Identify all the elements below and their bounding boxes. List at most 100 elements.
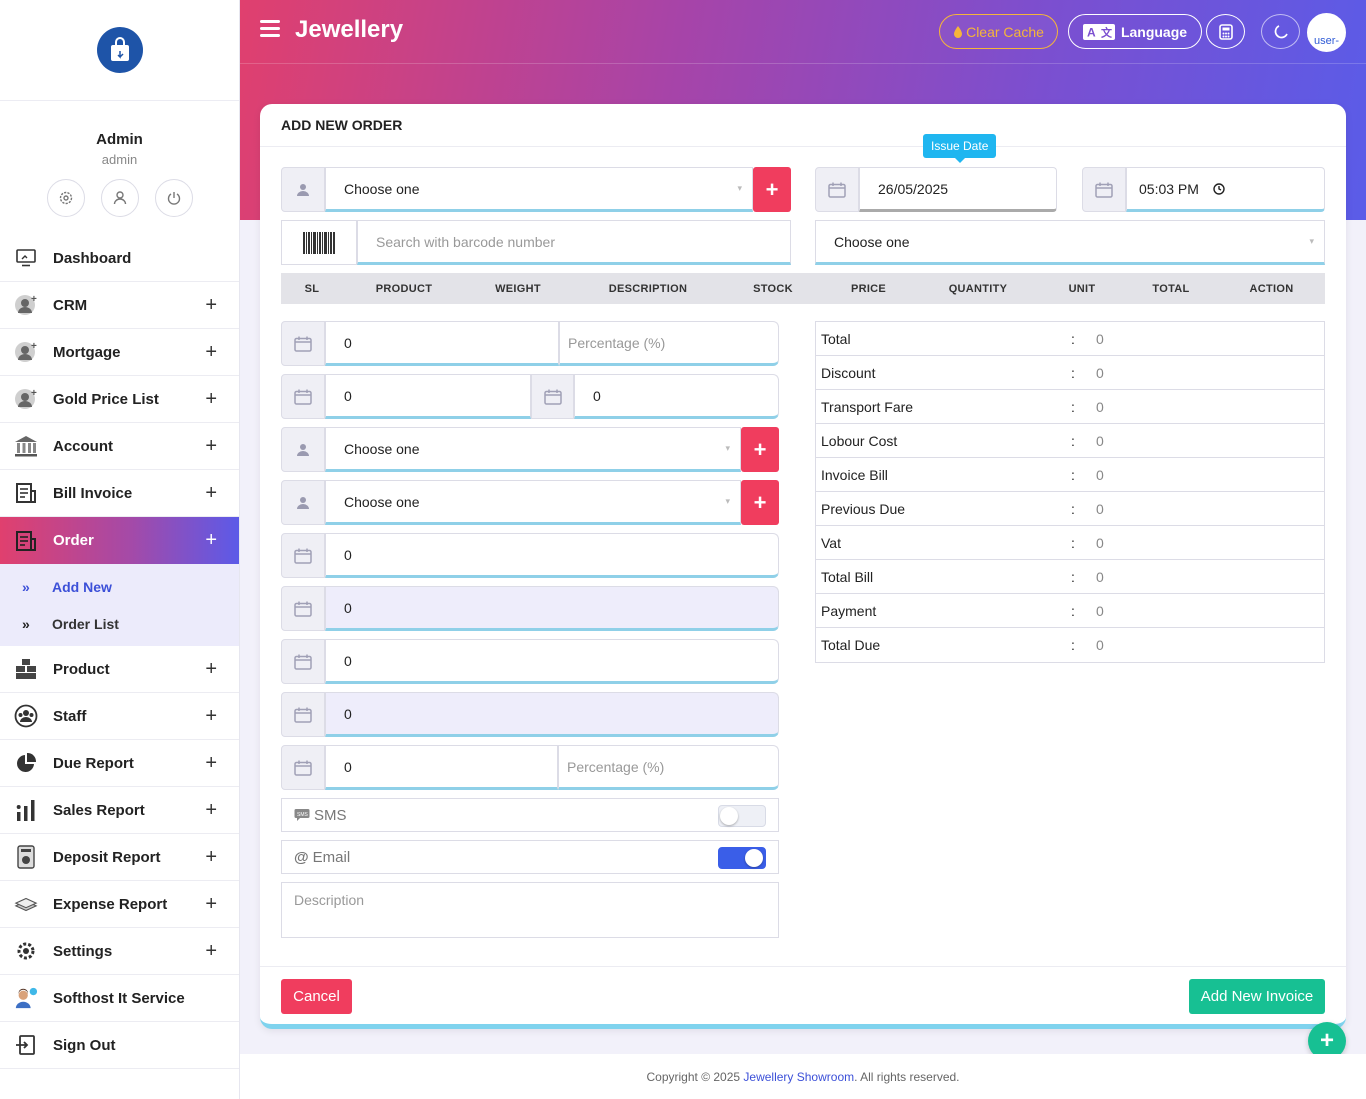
expand-plus-icon[interactable]: + (205, 387, 217, 410)
summary-label: Payment (821, 602, 877, 619)
user-plus-icon: + (14, 293, 38, 317)
summary-label: Total (821, 330, 851, 347)
vat-input[interactable]: 0 (325, 745, 558, 790)
sidebar-item-deposit-report[interactable]: Deposit Report + (0, 834, 239, 881)
issue-time-input[interactable]: 05:03 PM (1126, 167, 1325, 212)
expand-plus-icon[interactable]: + (205, 657, 217, 680)
vat-percentage-placeholder: Percentage (%) (567, 758, 665, 775)
calculator-button[interactable] (1206, 14, 1245, 49)
svg-text:+: + (31, 388, 37, 399)
expand-plus-icon[interactable]: + (205, 293, 217, 316)
sidebar-item-due-report[interactable]: Due Report + (0, 740, 239, 787)
summary-value: 0 (1096, 364, 1104, 381)
sidebar-item-settings[interactable]: Settings + (0, 928, 239, 975)
time-addon (1082, 167, 1126, 212)
chevron-down-icon: ▾ (1309, 236, 1314, 246)
amount-input-3[interactable]: 0 (325, 639, 779, 684)
power-button[interactable] (154, 179, 193, 217)
clock-icon[interactable] (1213, 182, 1225, 195)
svg-text:+: + (31, 294, 37, 305)
summary-row: Invoice Bill:0 (816, 458, 1324, 492)
dark-mode-button[interactable] (1261, 14, 1300, 49)
order-submenu: » Add New » Order List (0, 564, 239, 646)
sidebar-item-sign-out[interactable]: Sign Out (0, 1022, 239, 1069)
sidebar-item-account[interactable]: Account + (0, 423, 239, 470)
footer-prefix: Copyright © 2025 (646, 1069, 744, 1084)
user-avatar[interactable]: user- (1307, 13, 1346, 52)
select-a[interactable]: Choose one ▾ (325, 427, 741, 472)
submenu-item-order-list[interactable]: » Order List (0, 605, 239, 642)
clear-cache-label: Clear Cache (966, 23, 1044, 40)
discount-input[interactable]: 0 (325, 321, 559, 366)
sidebar-item-staff[interactable]: Staff + (0, 693, 239, 740)
sidebar-item-mortgage[interactable]: + Mortgage + (0, 329, 239, 376)
calendar-icon (543, 389, 562, 405)
col-total: TOTAL (1152, 282, 1190, 295)
expand-plus-icon[interactable]: + (205, 434, 217, 457)
summary-value: 0 (1096, 500, 1104, 517)
transport-fare-input[interactable]: 0 (325, 374, 531, 419)
card-title: ADD NEW ORDER (260, 104, 1346, 147)
sidebar-item-gold-price-list[interactable]: + Gold Price List + (0, 376, 239, 423)
clear-cache-button[interactable]: Clear Cache (939, 14, 1058, 49)
calendar-icon (828, 182, 846, 198)
barcode-search-input[interactable]: Search with barcode number (357, 220, 791, 265)
calendar-icon (1095, 182, 1113, 198)
sms-switch[interactable] (718, 805, 766, 827)
add-select-a-button[interactable]: + (741, 427, 779, 472)
field-1-addon (281, 533, 325, 578)
double-chevron-icon: » (22, 615, 30, 632)
sidebar-item-label: Deposit Report (53, 848, 161, 866)
add-new-invoice-button[interactable]: Add New Invoice (1189, 979, 1325, 1014)
expand-plus-icon[interactable]: + (205, 529, 217, 551)
expand-plus-icon[interactable]: + (205, 481, 217, 504)
amount-input-4: 0 (325, 692, 779, 737)
expand-plus-icon[interactable]: + (205, 340, 217, 363)
vat-percentage-input[interactable]: Percentage (%) (558, 745, 779, 790)
sidebar-item-softhost-it-service[interactable]: Softhost It Service (0, 975, 239, 1022)
right-select[interactable]: Choose one ▾ (815, 220, 1325, 265)
floating-add-button[interactable]: + (1308, 1022, 1346, 1060)
calculator-icon (1218, 23, 1233, 40)
gear-icon (14, 939, 38, 963)
select-b[interactable]: Choose one ▾ (325, 480, 741, 525)
footer-brand-link[interactable]: Jewellery Showroom (743, 1069, 855, 1084)
sidebar-item-order[interactable]: Order + (0, 517, 239, 564)
expand-plus-icon[interactable]: + (205, 751, 217, 774)
cancel-button[interactable]: Cancel (281, 979, 352, 1014)
expand-plus-icon[interactable]: + (205, 845, 217, 868)
sidebar-item-product[interactable]: Product + (0, 646, 239, 693)
expand-plus-icon[interactable]: + (205, 704, 217, 727)
expand-plus-icon[interactable]: + (205, 798, 217, 821)
language-label: Language (1120, 23, 1188, 40)
sidebar-item-bill-invoice[interactable]: Bill Invoice + (0, 470, 239, 517)
add-select-b-button[interactable]: + (741, 480, 779, 525)
summary-row: Total Due:0 (816, 628, 1324, 662)
customer-select[interactable]: Choose one ▾ (325, 167, 753, 212)
expand-plus-icon[interactable]: + (205, 939, 217, 962)
expand-plus-icon[interactable]: + (205, 892, 217, 915)
labour-cost-input[interactable]: 0 (574, 374, 779, 419)
shopping-bag-logo-icon[interactable] (96, 27, 143, 73)
settings-button[interactable] (46, 179, 85, 217)
description-textarea[interactable]: Description (281, 882, 779, 938)
amount-input-1[interactable]: 0 (325, 533, 779, 578)
add-order-card: ADD NEW ORDER Choose one ▾ + Issue Date 2… (260, 104, 1346, 1029)
app-title: Jewellery (295, 16, 404, 43)
issue-date-input[interactable]: 26/05/2025 (859, 167, 1057, 212)
discount-percentage-input[interactable]: Percentage (%) (559, 321, 779, 366)
sidebar-item-expense-report[interactable]: Expense Report + (0, 881, 239, 928)
hamburger-menu-icon[interactable] (260, 20, 280, 41)
avatar-alt-text: user- (1313, 35, 1340, 47)
submenu-item-add-new[interactable]: » Add New (0, 568, 239, 605)
moon-icon (1274, 24, 1288, 38)
sidebar-item-dashboard[interactable]: Dashboard (0, 235, 239, 282)
sidebar-item-crm[interactable]: + CRM + (0, 282, 239, 329)
profile-button[interactable] (100, 179, 139, 217)
sidebar-item-sales-report[interactable]: Sales Report + (0, 787, 239, 834)
email-switch[interactable] (718, 847, 766, 869)
support-agent-icon (14, 986, 38, 1010)
add-customer-button[interactable]: + (753, 167, 791, 212)
svg-text:SMS: SMS (297, 812, 309, 818)
